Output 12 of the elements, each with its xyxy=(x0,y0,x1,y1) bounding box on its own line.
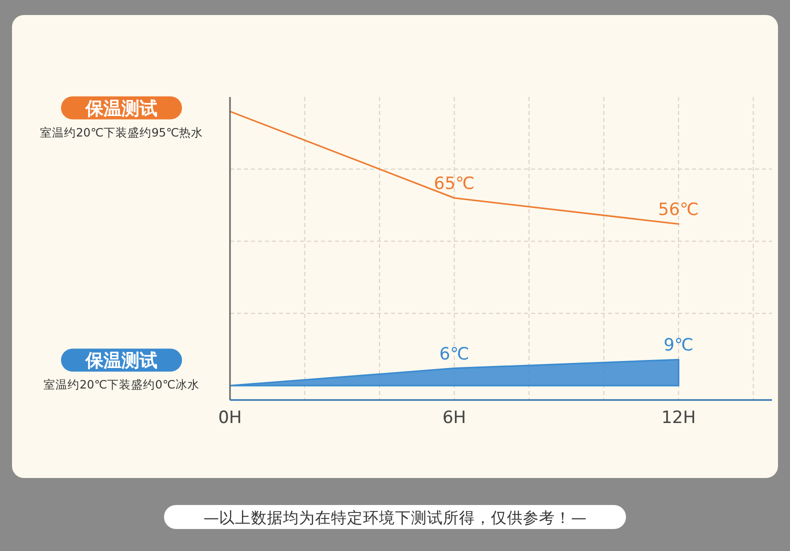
text: 室温约20℃下装盛约95℃热水 xyxy=(40,125,204,140)
x-tick-label: 12H xyxy=(661,408,696,428)
data-label: 56℃ xyxy=(658,200,699,220)
x-tick-label: 6H xyxy=(442,408,466,428)
text: 保温测试 xyxy=(84,98,158,120)
x-tick-label: 0H xyxy=(218,408,242,428)
data-label: 65℃ xyxy=(434,174,475,194)
text: 保温测试 xyxy=(84,350,158,372)
data-label: 6℃ xyxy=(439,344,470,364)
text: —以上数据均为在特定环境下测试所得，仅供参考！— xyxy=(204,509,586,527)
text: 室温约20℃下装盛约0℃冰水 xyxy=(44,378,200,392)
data-label: 9℃ xyxy=(664,336,694,356)
